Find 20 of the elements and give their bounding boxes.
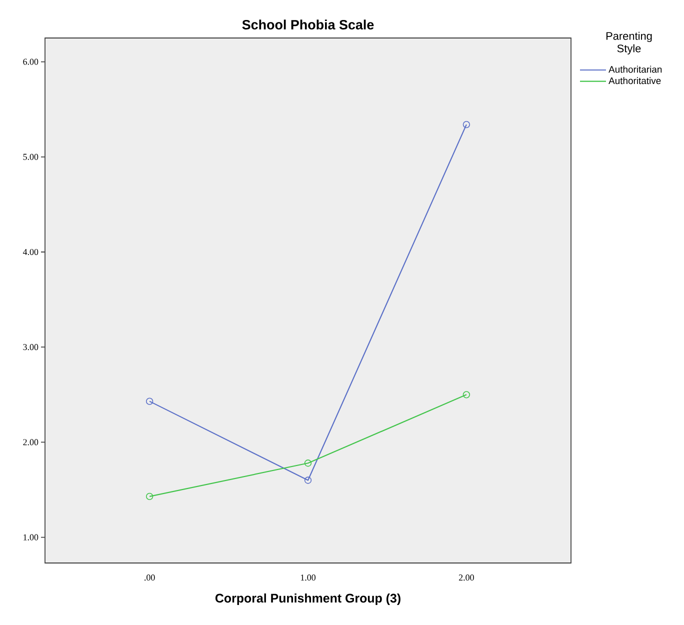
point: [304, 460, 312, 467]
y-tick-label: 4.00: [22, 248, 38, 256]
y-tick-label: 6.00: [23, 58, 38, 65]
point: [462, 120, 470, 128]
x-tick-label: .00: [144, 574, 155, 581]
y-tick-label: 1.00: [24, 534, 38, 540]
legend-label: Authoritative: [608, 77, 661, 84]
legend-label: Authoritarian: [608, 66, 662, 73]
point: [146, 398, 154, 405]
point: [462, 391, 470, 398]
y-tick-label: 3.00: [23, 344, 38, 350]
legend-title: Parenting Style: [606, 32, 652, 54]
y-tick-label: 5.00: [23, 154, 38, 160]
point: [146, 492, 154, 500]
x-tick-label: 2.00: [458, 574, 474, 581]
x-tick-label: 1.00: [300, 574, 316, 581]
y-tick-label: 2.00: [23, 439, 38, 446]
chart-title: School Phobia Scale: [242, 20, 374, 30]
point: [304, 476, 312, 484]
x-axis-title: Corporal Punishment Group (3): [215, 593, 400, 606]
